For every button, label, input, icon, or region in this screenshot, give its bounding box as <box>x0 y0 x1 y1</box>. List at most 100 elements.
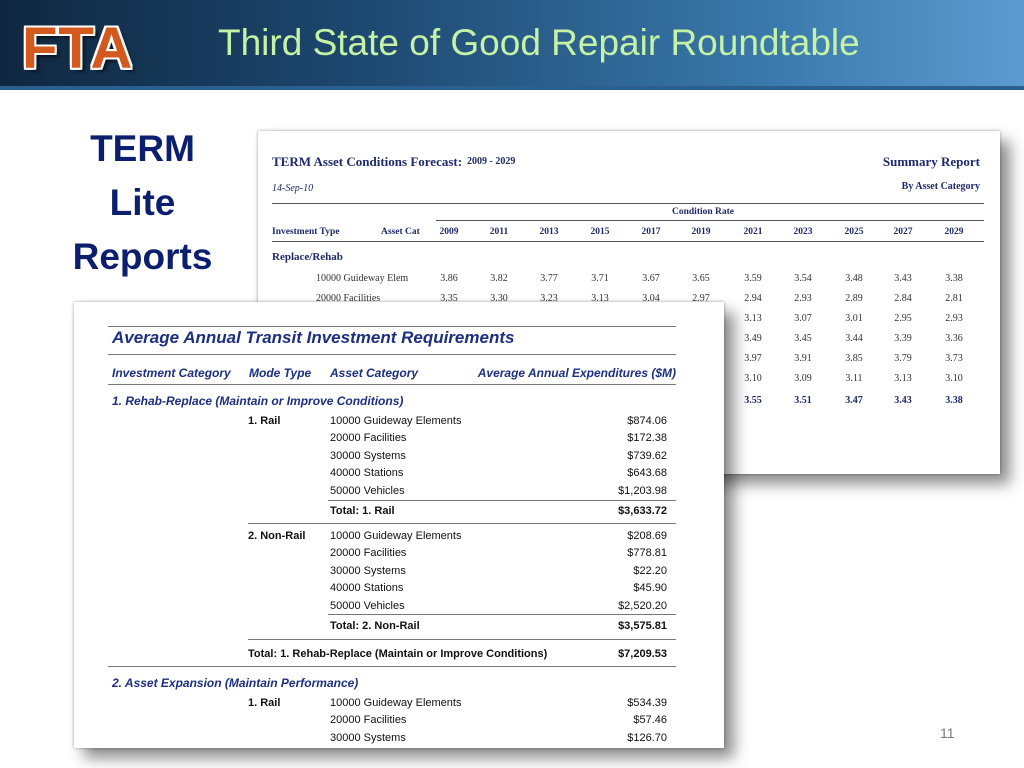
condition-value: 3.71 <box>591 273 609 284</box>
condition-value: 3.09 <box>794 373 812 384</box>
asset-item-name: 10000 Guideway Elements <box>330 530 462 542</box>
total-rehab-replace-amount: $7,209.53 <box>618 648 667 660</box>
asset-item-name: 30000 Systems <box>330 731 406 744</box>
year-header: 2021 <box>743 227 763 237</box>
col-asset-category: Asset Category <box>330 366 419 380</box>
page-number: 11 <box>940 725 955 741</box>
asset-item-name: 50000 Vehicles <box>330 484 405 497</box>
year-header: 2009 <box>439 227 459 237</box>
condition-value: 3.38 <box>945 395 963 406</box>
rule <box>108 354 676 355</box>
condition-value: 3.97 <box>744 353 762 364</box>
rule <box>108 326 676 327</box>
asset-item-name: 10000 Guideway Elements <box>330 415 462 427</box>
asset-item-name: 20000 Facilities <box>330 714 407 727</box>
condition-value: 3.36 <box>945 333 963 344</box>
asset-item-name: 10000 Guideway Elements <box>330 697 462 709</box>
asset-item-amount: $208.69 <box>627 530 667 542</box>
total-non-rail-label: Total: 2. Non-Rail <box>330 620 420 632</box>
year-header: 2017 <box>641 227 661 237</box>
asset-item-amount: $22.20 <box>633 564 667 577</box>
section-replace-rehab: Replace/Rehab <box>272 251 343 263</box>
condition-value: 2.84 <box>894 293 912 304</box>
asset-item-name: 20000 Facilities <box>330 547 407 560</box>
condition-value: 2.97 <box>692 293 710 304</box>
condition-value: 3.91 <box>794 353 812 364</box>
rule <box>108 666 676 667</box>
header-divider <box>0 86 1024 90</box>
condition-value: 2.94 <box>744 293 762 304</box>
rule <box>436 220 984 221</box>
row-label: 10000 Guideway Elem <box>316 273 409 284</box>
year-header: 2011 <box>489 227 509 237</box>
condition-value: 3.38 <box>945 273 963 284</box>
condition-value: 3.01 <box>845 313 863 324</box>
mode-rail-expansion: 1. Rail <box>248 697 281 709</box>
condition-value: 3.86 <box>440 273 458 284</box>
condition-value: 2.93 <box>794 293 812 304</box>
year-header: 2027 <box>893 227 913 237</box>
asset-item-amount: $57.46 <box>633 714 667 727</box>
asset-item-name: 40000 Stations <box>330 467 404 480</box>
condition-value: 3.04 <box>642 293 660 304</box>
condition-value: 3.07 <box>794 313 812 324</box>
report-title: Average Annual Transit Investment Requir… <box>112 328 515 347</box>
total-rail-amount: $3,633.72 <box>618 505 667 517</box>
report-range: 2009 - 2029 <box>467 156 516 167</box>
condition-value: 3.13 <box>894 373 912 384</box>
asset-item-amount: $2,520.20 <box>618 599 667 612</box>
condition-value: 3.10 <box>744 373 762 384</box>
asset-item-name: 40000 Stations <box>330 582 404 595</box>
year-header: 2019 <box>691 227 711 237</box>
report-by-category: By Asset Category <box>901 181 980 192</box>
col-asset-cat: Asset Cat <box>381 227 420 237</box>
asset-item-amount: $172.38 <box>627 432 667 445</box>
condition-value: 3.67 <box>642 273 660 284</box>
rule <box>328 614 676 615</box>
rule <box>108 384 676 385</box>
rule <box>272 203 984 204</box>
condition-value: 3.77 <box>540 273 558 284</box>
condition-value: 2.81 <box>945 293 963 304</box>
investment-requirements-report: Average Annual Transit Investment Requir… <box>74 302 724 748</box>
year-header: 2013 <box>539 227 559 237</box>
asset-item-name: 30000 Systems <box>330 564 406 577</box>
col-investment-category: Investment Category <box>112 366 231 380</box>
asset-item-amount: $643.68 <box>627 467 667 480</box>
condition-value: 3.51 <box>794 395 812 406</box>
condition-value: 3.47 <box>845 395 863 406</box>
rule <box>248 523 676 524</box>
col-investment-type: Investment Type <box>272 227 340 237</box>
year-header: 2025 <box>844 227 864 237</box>
condition-value: 3.73 <box>945 353 963 364</box>
col-mode-type: Mode Type <box>249 366 312 380</box>
fta-logo: FTA <box>22 16 134 81</box>
year-header: 2029 <box>944 227 964 237</box>
condition-value: 3.43 <box>894 273 912 284</box>
asset-item-amount: $874.06 <box>627 415 667 427</box>
report-date: 14-Sep-10 <box>272 183 314 194</box>
asset-item-amount: $126.70 <box>627 731 667 744</box>
mode-rail: 1. Rail <box>248 415 281 427</box>
row-label: 20000 Facilities <box>316 293 381 304</box>
asset-item-amount: $45.90 <box>633 582 667 595</box>
condition-value: 3.65 <box>692 273 710 284</box>
condition-value: 3.54 <box>794 273 812 284</box>
rule <box>272 241 984 242</box>
condition-rate-header: Condition Rate <box>672 207 735 217</box>
asset-item-amount: $534.39 <box>627 697 667 709</box>
condition-value: 3.44 <box>845 333 863 344</box>
slide-title: Third State of Good Repair Roundtable <box>218 22 860 63</box>
condition-value: 2.89 <box>845 293 863 304</box>
year-header: 2023 <box>793 227 813 237</box>
condition-value: 2.93 <box>945 313 963 324</box>
side-heading-line-1: TERM <box>90 128 195 169</box>
condition-value: 3.49 <box>744 333 762 344</box>
condition-value: 3.45 <box>794 333 812 344</box>
side-heading: TERM Lite Reports <box>50 122 235 284</box>
asset-item-name: 50000 Vehicles <box>330 599 405 612</box>
report-summary-label: Summary Report <box>882 154 980 169</box>
condition-value: 2.95 <box>894 313 912 324</box>
asset-item-amount: $739.62 <box>627 449 667 462</box>
condition-value: 3.13 <box>744 313 762 324</box>
